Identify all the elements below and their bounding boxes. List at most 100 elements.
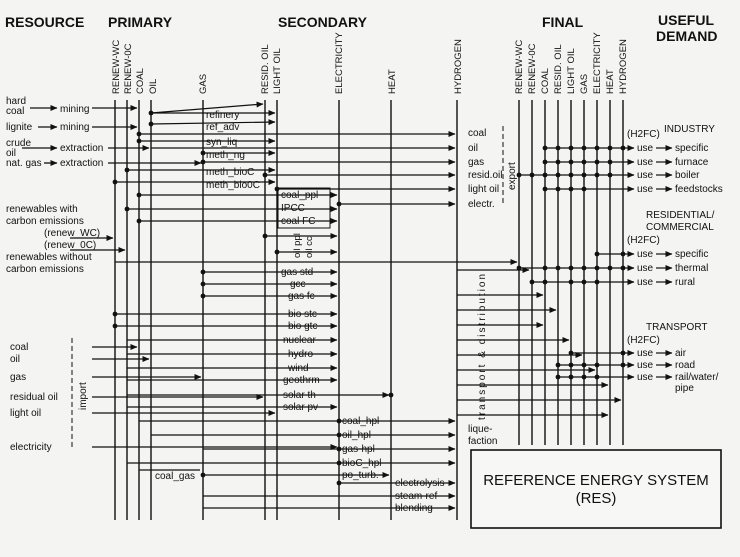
final-carrier-electricity: ELECTRICITY bbox=[592, 32, 603, 94]
resource-lignite: lignite bbox=[6, 122, 33, 133]
residential-thermal: thermal bbox=[675, 263, 708, 274]
header-resource: RESOURCE bbox=[5, 14, 84, 30]
primary-carrier-renew-0c: RENEW-0C bbox=[123, 43, 134, 94]
secondary-carrier-light-oil: LIGHT OIL bbox=[272, 48, 283, 94]
final-carrier-gas: GAS bbox=[579, 74, 590, 94]
import-label: import bbox=[78, 382, 89, 410]
export-block: coal oil gas resid.oil light oil electr.… bbox=[468, 126, 518, 210]
process-syn-liq: syn_liq bbox=[206, 137, 237, 148]
industry-use-3: use bbox=[637, 170, 654, 181]
industry-furnace: furnace bbox=[675, 157, 709, 168]
primary-carrier-oil: OIL bbox=[148, 79, 159, 94]
industry-h2fc: (H2FC) bbox=[627, 129, 660, 140]
transport-distribution-label: transport & distribution bbox=[477, 272, 488, 420]
demand-transport: TRANSPORT (H2FC) use use use air road ra… bbox=[555, 322, 719, 394]
process-refinery: refinery bbox=[206, 110, 239, 121]
export-coal: coal bbox=[468, 128, 486, 139]
export-label: export bbox=[507, 162, 518, 190]
secondary-processes: coal_ppl IPCC coal FC oil ppl oil cc gas… bbox=[112, 187, 518, 514]
process-ref-adv: ref_adv bbox=[206, 122, 239, 133]
process-meth-bio0c: meth_bio0C bbox=[206, 180, 260, 191]
resource-nat-gas: nat. gas bbox=[6, 158, 42, 169]
residential-title-1: RESIDENTIAL/ bbox=[646, 210, 715, 221]
final-carrier-renew-0c: RENEW-0C bbox=[527, 43, 538, 94]
transport-h2fc: (H2FC) bbox=[627, 335, 660, 346]
residential-rural: rural bbox=[675, 277, 695, 288]
residential-h2fc: (H2FC) bbox=[627, 235, 660, 246]
header-primary: PRIMARY bbox=[108, 14, 173, 30]
import-coal: coal bbox=[10, 342, 28, 353]
export-oil: oil bbox=[468, 143, 478, 154]
industry-use-2: use bbox=[637, 157, 654, 168]
final-carrier-heat: HEAT bbox=[605, 69, 616, 94]
renew-wc-title-2: carbon emissions bbox=[6, 216, 84, 227]
renew-0c-title-1: renewables without bbox=[6, 252, 92, 263]
industry-boiler: boiler bbox=[675, 170, 700, 181]
industry-use-4: use bbox=[637, 184, 654, 195]
residential-use-3: use bbox=[637, 277, 654, 288]
transport-air: air bbox=[675, 348, 687, 359]
import-gas: gas bbox=[10, 372, 26, 383]
secondary-carrier-electricity: ELECTRICITY bbox=[334, 32, 345, 94]
residential-specific: specific bbox=[675, 249, 708, 260]
import-residual-oil: residual oil bbox=[10, 392, 58, 403]
final-carrier-resid-oil: RESID. OIL bbox=[553, 44, 564, 94]
renew-0c-title-2: carbon emissions bbox=[6, 264, 84, 275]
secondary-carrier-resid-oil: RESID. OIL bbox=[260, 44, 271, 94]
resources: hard coal lignite crude oil nat. gas min… bbox=[6, 96, 103, 275]
residential-use-2: use bbox=[637, 263, 654, 274]
header-useful: USEFUL bbox=[658, 12, 714, 28]
process-mining-1: mining bbox=[60, 104, 89, 115]
export-resid-oil: resid.oil bbox=[468, 170, 502, 181]
primary-carrier-gas: GAS bbox=[198, 74, 209, 94]
transport-pipe: pipe bbox=[675, 383, 694, 394]
process-extraction-2: extraction bbox=[60, 158, 103, 169]
res-title-line2: (RES) bbox=[576, 490, 617, 507]
export-electr: electr. bbox=[468, 199, 495, 210]
primary-carrier-renew-wc: RENEW-WC bbox=[111, 40, 122, 94]
industry-specific: specific bbox=[675, 143, 708, 154]
transport-use-1: use bbox=[637, 348, 654, 359]
header-demand: DEMAND bbox=[656, 28, 717, 44]
import-light-oil: light oil bbox=[10, 408, 41, 419]
primary-carrier-coal: COAL bbox=[135, 68, 146, 94]
import-oil: oil bbox=[10, 354, 20, 365]
resource-arrows bbox=[22, 105, 202, 253]
res-title-line1: REFERENCE ENERGY SYSTEM bbox=[483, 472, 709, 489]
industry-use-1: use bbox=[637, 143, 654, 154]
process-extraction-1: extraction bbox=[60, 143, 103, 154]
res-title-box: REFERENCE ENERGY SYSTEM (RES) bbox=[470, 449, 722, 529]
final-carrier-coal: COAL bbox=[540, 68, 551, 94]
import-electricity: electricity bbox=[10, 442, 52, 453]
residential-use-1: use bbox=[637, 249, 654, 260]
resource-oil: oil bbox=[6, 148, 16, 159]
liquefaction-2: faction bbox=[468, 436, 497, 447]
export-light-oil: light oil bbox=[468, 184, 499, 195]
primary-processes: refinery ref_adv syn_liq meth_ng meth_bi… bbox=[112, 101, 456, 207]
industry-feedstocks: feedstocks bbox=[675, 184, 723, 195]
renew-wc-title-1: renewables with bbox=[6, 204, 78, 215]
renew-0c-label: (renew_0C) bbox=[44, 240, 96, 251]
secondary-carrier-heat: HEAT bbox=[387, 69, 398, 94]
transport-use-2: use bbox=[637, 360, 654, 371]
resource-crude: crude bbox=[6, 138, 31, 149]
final-carrier-renew-wc: RENEW-WC bbox=[514, 40, 525, 94]
export-gas: gas bbox=[468, 157, 484, 168]
transport-title: TRANSPORT bbox=[646, 322, 708, 333]
industry-title: INDUSTRY bbox=[664, 124, 715, 135]
process-oil-cc: oil cc bbox=[304, 236, 315, 258]
process-coal-gas: coal_gas bbox=[155, 471, 195, 482]
demand-residential: RESIDENTIAL/ COMMERCIAL (H2FC) use use u… bbox=[516, 210, 715, 288]
resource-coal: coal bbox=[6, 106, 24, 117]
liquefaction-1: lique- bbox=[468, 424, 492, 435]
secondary-carrier-hydrogen: HYDROGEN bbox=[453, 39, 464, 94]
demand-industry: INDUSTRY (H2FC) use use use use specific… bbox=[516, 124, 723, 195]
header-final: FINAL bbox=[542, 14, 584, 30]
final-carrier-light-oil: LIGHT OIL bbox=[566, 48, 577, 94]
renew-wc-label: (renew_WC) bbox=[44, 228, 100, 239]
transport-road: road bbox=[675, 360, 695, 371]
process-meth-ng: meth_ng bbox=[206, 150, 245, 161]
final-carrier-hydrogen: HYDROGEN bbox=[618, 39, 629, 94]
transport-rail: rail/water/ bbox=[675, 372, 719, 383]
transport-use-3: use bbox=[637, 372, 654, 383]
